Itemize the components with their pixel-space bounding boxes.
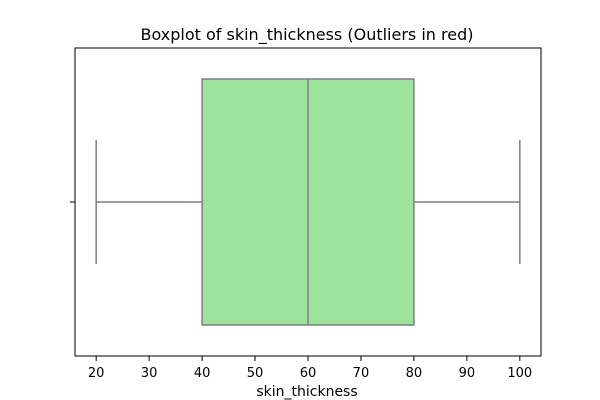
x-tick-label: 30 bbox=[141, 366, 158, 381]
x-tick-label: 50 bbox=[247, 366, 264, 381]
x-tick-label: 40 bbox=[194, 366, 211, 381]
x-tick-label: 60 bbox=[300, 366, 317, 381]
x-tick-label: 70 bbox=[353, 366, 370, 381]
x-tick-label: 20 bbox=[88, 366, 105, 381]
x-tick-label: 80 bbox=[406, 366, 423, 381]
x-tick-label: 90 bbox=[459, 366, 476, 381]
box-group bbox=[95, 78, 521, 326]
x-tick-label: 100 bbox=[507, 366, 532, 381]
chart-title: Boxplot of skin_thickness (Outliers in r… bbox=[141, 25, 474, 45]
x-axis-ticks: 20 30 40 50 60 70 80 90 100 bbox=[88, 356, 532, 381]
x-axis-label: skin_thickness bbox=[256, 384, 357, 400]
